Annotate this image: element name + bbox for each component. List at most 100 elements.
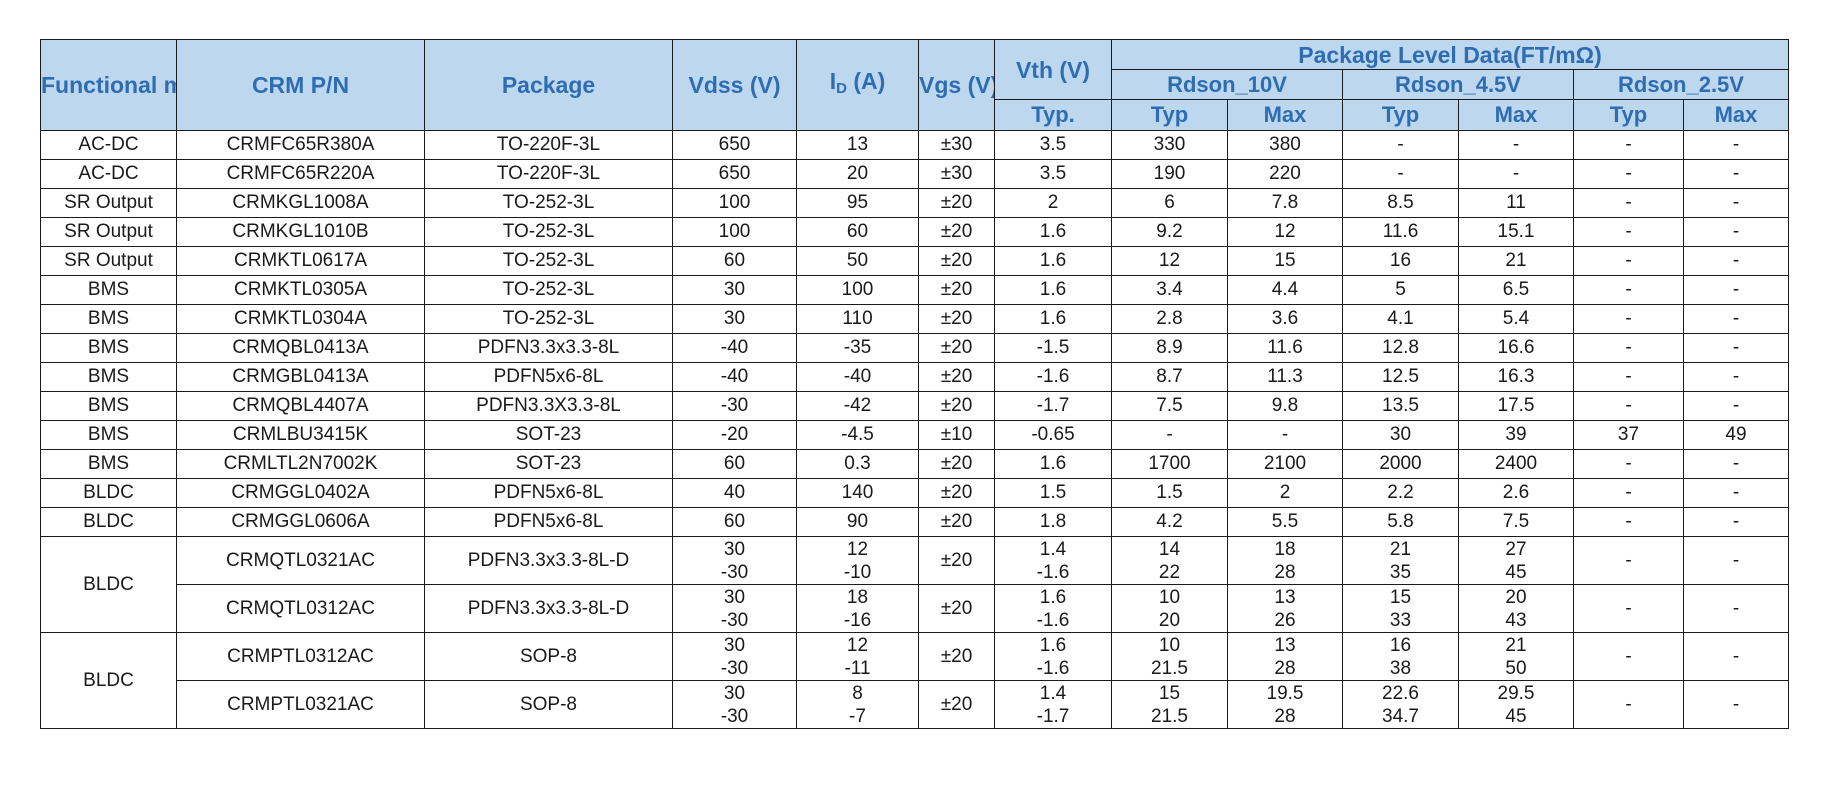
header-crm-pn: CRM P/N (176, 39, 425, 131)
rdson-10v-max-cell: 380 (1227, 130, 1343, 160)
rdson-4v5-typ-cell: 2000 (1342, 449, 1459, 479)
product-table-container: Functional module CRM P/N Package Vdss (… (40, 39, 1789, 729)
vdss-cell-line: 30 (723, 586, 746, 608)
header-id-unit: (A) (853, 68, 886, 94)
id-cell-line: -10 (843, 561, 872, 583)
package-cell: SOT-23 (424, 449, 673, 479)
vdss-cell-line: -30 (720, 705, 749, 727)
functional-module-cell: SR Output (40, 217, 177, 247)
header-functional-line2: module (164, 72, 176, 98)
header-vth-typ: Typ. (994, 99, 1112, 131)
rdson-4v5-typ-cell: 5 (1342, 275, 1459, 305)
vdss-cell-line: -30 (720, 609, 749, 631)
package-cell: PDFN5x6-8L (424, 507, 673, 537)
rdson-10v-max-cell: 7.8 (1227, 188, 1343, 218)
rdson-4v5-max-cell: 2.6 (1458, 478, 1574, 508)
table-row: SR Output CRMKGL1008A TO-252-3L 100 95 ±20 2 6 7… (40, 188, 1789, 218)
vgs-cell: ±20 (918, 275, 995, 305)
rdson-4v5-max-cell-line: 45 (1505, 561, 1527, 583)
part-number-cell: CRMFC65R220A (176, 159, 425, 189)
rdson-10v-max-cell: 18 28 (1227, 536, 1343, 585)
vth-cell-line: 1.6 (1039, 634, 1067, 656)
rdson-2v5-typ-cell: - (1573, 188, 1684, 218)
vgs-cell: ±20 (918, 449, 995, 479)
vgs-cell: ±20 (918, 188, 995, 218)
rdson-10v-max-cell: 2 (1227, 478, 1343, 508)
rdson-10v-max-cell: - (1227, 420, 1343, 450)
vdss-cell-line: 30 (723, 682, 746, 704)
vgs-cell: ±10 (918, 420, 995, 450)
functional-module-cell: BMS (40, 391, 177, 421)
vdss-cell: 30 -30 (672, 536, 797, 585)
vdss-cell: -20 (672, 420, 797, 450)
rdson-2v5-max-cell: - (1683, 333, 1789, 363)
vth-cell-line: 1.4 (1039, 538, 1067, 560)
rdson-2v5-max-cell: - (1683, 304, 1789, 334)
vth-cell: 1.6 -1.6 (994, 632, 1112, 681)
rdson-10v-max-cell: 220 (1227, 159, 1343, 189)
vgs-cell: ±20 (918, 362, 995, 392)
part-number-cell: CRMKTL0305A (176, 275, 425, 305)
part-number-cell: CRMQBL4407A (176, 391, 425, 421)
header-rdson-10v-max: Max (1227, 99, 1343, 131)
functional-module-cell: BLDC (40, 632, 177, 729)
rdson-2v5-max-cell: - (1683, 391, 1789, 421)
header-vgs-line1: Vgs (919, 72, 962, 98)
rdson-2v5-max-cell: - (1683, 130, 1789, 160)
part-number-cell: CRMPTL0321AC (176, 680, 425, 729)
rdson-10v-typ-cell: 330 (1111, 130, 1228, 160)
rdson-4v5-typ-cell: 2.2 (1342, 478, 1459, 508)
rdson-10v-max-cell: 12 (1227, 217, 1343, 247)
rdson-10v-max-cell-line: 28 (1274, 657, 1296, 679)
rdson-4v5-max-cell: - (1458, 159, 1574, 189)
table-row: BMS CRMLTL2N7002K SOT-23 60 0.3 ±20 1.6 1700 210… (40, 449, 1789, 479)
rdson-10v-max-cell: 13 26 (1227, 584, 1343, 633)
vgs-cell: ±20 (918, 507, 995, 537)
vdss-cell: 40 (672, 478, 797, 508)
vth-cell-line: 1.4 (1039, 682, 1067, 704)
rdson-2v5-max-cell: - (1683, 188, 1789, 218)
rdson-10v-typ-cell: 15 21.5 (1111, 680, 1228, 729)
rdson-2v5-max-cell: - (1683, 478, 1789, 508)
rdson-4v5-max-cell: 11 (1458, 188, 1574, 218)
rdson-4v5-max-cell: 5.4 (1458, 304, 1574, 334)
header-package: Package (424, 39, 673, 131)
part-number-cell: CRMGGL0402A (176, 478, 425, 508)
package-cell: PDFN5x6-8L (424, 478, 673, 508)
rdson-10v-typ-cell: 1.5 (1111, 478, 1228, 508)
vdss-cell: -40 (672, 333, 797, 363)
rdson-4v5-max-cell-line: 20 (1505, 586, 1527, 608)
header-functional-line1: Functional (41, 72, 158, 98)
rdson-4v5-typ-cell-line: 38 (1389, 657, 1412, 679)
vth-cell: 1.6 (994, 246, 1112, 276)
vgs-cell: ±20 (918, 304, 995, 334)
part-number-cell: CRMLTL2N7002K (176, 449, 425, 479)
rdson-10v-max-cell-line: 26 (1274, 609, 1296, 631)
header-id-sub: D (836, 80, 847, 97)
vth-cell: -1.7 (994, 391, 1112, 421)
header-vdss: Vdss (V) (672, 39, 797, 131)
functional-module-cell: BMS (40, 275, 177, 305)
header-rdson-4v5-typ: Typ (1342, 99, 1459, 131)
rdson-10v-typ-cell: 2.8 (1111, 304, 1228, 334)
rdson-4v5-typ-cell: - (1342, 130, 1459, 160)
table-row: SR Output CRMKGL1010B TO-252-3L 100 60 ±20 1.6… (40, 217, 1789, 247)
rdson-10v-typ-cell: 7.5 (1111, 391, 1228, 421)
vdss-cell: 30 -30 (672, 632, 797, 681)
rdson-4v5-max-cell: 6.5 (1458, 275, 1574, 305)
vth-cell: 1.6 (994, 304, 1112, 334)
rdson-4v5-max-cell: 2400 (1458, 449, 1574, 479)
rdson-10v-typ-cell: 6 (1111, 188, 1228, 218)
part-number-cell: CRMQTL0312AC (176, 584, 425, 633)
header-vgs-line2: (V) (967, 72, 994, 98)
package-cell: SOP-8 (424, 680, 673, 729)
rdson-2v5-max-cell: - (1683, 449, 1789, 479)
vdss-cell: 100 (672, 188, 797, 218)
table-row: BLDC CRMPTL0312AC SOP-8 30 -30 12 -11 ±20 1.6 -1.… (40, 632, 1789, 729)
vth-cell: -0.65 (994, 420, 1112, 450)
rdson-10v-max-cell: 11.3 (1227, 362, 1343, 392)
rdson-2v5-typ-cell: - (1573, 159, 1684, 189)
vth-cell: 1.6 (994, 217, 1112, 247)
rdson-4v5-max-cell: 27 45 (1458, 536, 1574, 585)
id-cell-line: -16 (843, 609, 872, 631)
